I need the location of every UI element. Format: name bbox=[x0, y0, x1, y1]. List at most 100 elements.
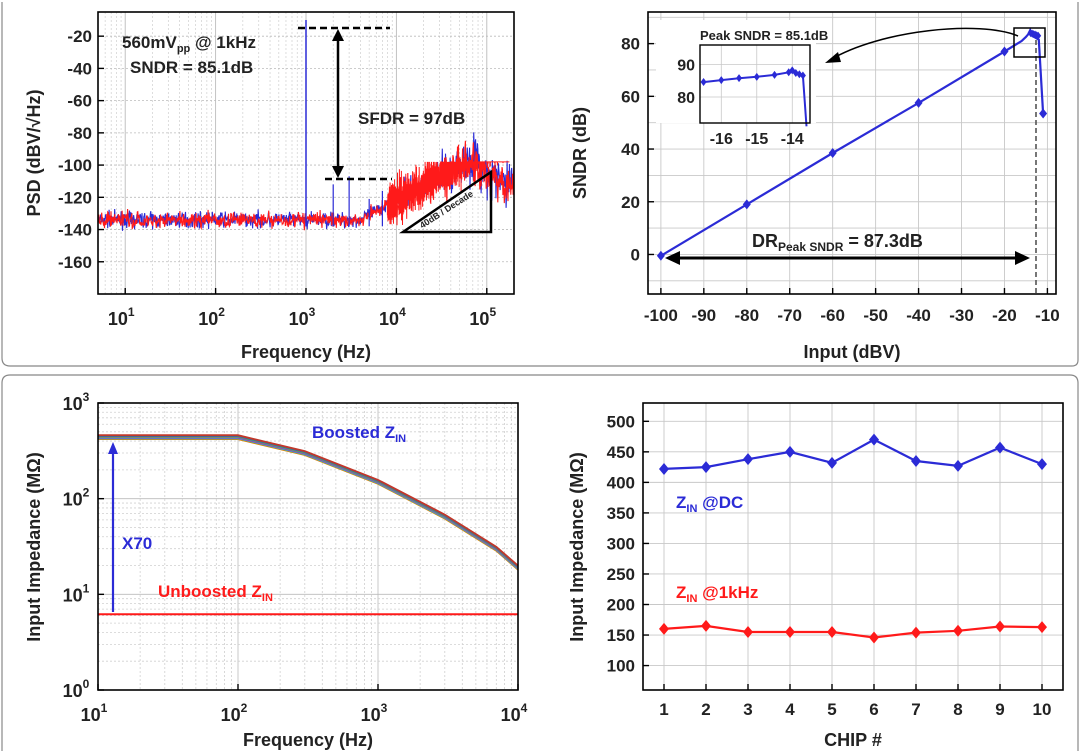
impedance-freq-ytick-label-base: 10 bbox=[63, 585, 83, 605]
impedance-chip-chart: ZIN @DC ZIN @1kHz 1 2 3 4 5 6 7 8 9 10 100 150 200 25… bbox=[567, 402, 1064, 750]
zin-dc-label: ZIN @DC bbox=[676, 493, 743, 515]
impedance-freq-xtick-label-base: 10 bbox=[361, 705, 381, 725]
impedance-chip-ytick-label: 500 bbox=[607, 412, 635, 431]
psd-xtick-label-base: 10 bbox=[379, 309, 399, 329]
psd-ytick-label: -20 bbox=[67, 27, 92, 46]
sndr-data-point bbox=[1039, 108, 1048, 119]
sndr-data-point bbox=[656, 250, 665, 261]
impedance-freq-ytick-label: 102 bbox=[63, 486, 90, 510]
impedance-freq-ytick-label-base: 10 bbox=[63, 394, 83, 414]
zin-dc-point bbox=[743, 453, 753, 466]
psd-xtick-label-exp: 5 bbox=[489, 305, 496, 319]
psd-xlabel: Frequency (Hz) bbox=[241, 342, 371, 362]
sndr-plot-frame bbox=[647, 11, 1057, 295]
psd-slope-triangle bbox=[398, 169, 493, 234]
sndr-inset-point bbox=[700, 78, 707, 87]
zin-dc-point bbox=[659, 462, 669, 475]
impedance-chip-xtick-label: 6 bbox=[869, 700, 878, 719]
zin-dc-point bbox=[911, 455, 921, 468]
sndr-ytick-label: 40 bbox=[621, 140, 640, 159]
sndr-xtick-label: -20 bbox=[992, 306, 1017, 325]
impedance-chip-xtick-label: 8 bbox=[953, 700, 962, 719]
psd-xtick-label-exp: 3 bbox=[309, 305, 316, 319]
zin-1khz-point bbox=[953, 624, 963, 637]
zin-dc-point bbox=[785, 445, 795, 458]
impedance-freq-annotations: X70 Boosted ZIN Unboosted ZIN bbox=[108, 423, 406, 612]
sndr-grid bbox=[648, 12, 1056, 294]
sndr-inset-point bbox=[771, 70, 778, 79]
sndr-xtick-label: -40 bbox=[906, 306, 931, 325]
sndr-xlabel: Input (dBV) bbox=[804, 342, 901, 362]
sndr-xtick-label: -60 bbox=[820, 306, 845, 325]
zin-dc-point bbox=[953, 459, 963, 472]
sndr-data-point bbox=[914, 97, 923, 108]
impedance-chip-xlabel: CHIP # bbox=[824, 730, 882, 750]
psd-xtick-label-base: 10 bbox=[198, 309, 218, 329]
zin-1khz-point bbox=[869, 631, 879, 644]
sndr-data-point bbox=[1035, 31, 1042, 40]
impedance-chip-ytick-label: 100 bbox=[607, 657, 635, 676]
zin-dc-point bbox=[1037, 458, 1047, 471]
impedance-freq-ytick-label-exp: 0 bbox=[83, 677, 90, 691]
sndr-xtick-label: -100 bbox=[644, 306, 678, 325]
impedance-freq-xtick-label: 104 bbox=[501, 701, 528, 725]
psd-xtick-label: 102 bbox=[198, 305, 225, 329]
sndr-inset-xtick-label: -16 bbox=[710, 131, 733, 148]
sndr-inset-xtick-label: -14 bbox=[781, 131, 804, 148]
sndr-inset-point bbox=[799, 71, 806, 80]
zin-1khz-point bbox=[827, 625, 837, 638]
psd-xtick-label-exp: 4 bbox=[399, 305, 406, 319]
psd-ytick-label: -40 bbox=[67, 59, 92, 78]
impedance-freq-ytick-label-exp: 3 bbox=[83, 390, 90, 404]
impedance-chip-ylabel: Input Impedance (MΩ) bbox=[567, 452, 587, 641]
psd-ytick-label: -80 bbox=[67, 124, 92, 143]
zin-1khz-point bbox=[659, 622, 669, 635]
psd-ytick-label: -160 bbox=[58, 253, 92, 272]
zin-dc-point bbox=[869, 433, 879, 446]
zin-dc-point bbox=[995, 441, 1005, 454]
zin-1khz-line bbox=[663, 624, 1043, 639]
sndr-xtick-label: -90 bbox=[692, 306, 717, 325]
impedance-freq-series bbox=[98, 434, 519, 616]
impedance-chip-series bbox=[659, 433, 1047, 644]
sndr-inset-series bbox=[700, 66, 808, 127]
boosted-zin-curve bbox=[98, 434, 519, 567]
psd-ytick-label: -120 bbox=[58, 188, 92, 207]
sndr-inset-ytick-label: 80 bbox=[677, 90, 695, 107]
impedance-freq-ytick-label-base: 10 bbox=[63, 681, 83, 701]
zin-1khz-point bbox=[995, 620, 1005, 633]
sndr-ytick-label: 80 bbox=[621, 35, 640, 54]
impedance-freq-xtick-label-exp: 3 bbox=[381, 701, 388, 715]
psd-sndr-label: SNDR = 85.1dB bbox=[130, 58, 253, 77]
zin-1khz-point bbox=[701, 619, 711, 632]
impedance-chip-ytick-label: 250 bbox=[607, 565, 635, 584]
impedance-chip-xtick-label: 1 bbox=[659, 700, 668, 719]
top-panel-border bbox=[1, 2, 1079, 367]
impedance-freq-plot-area bbox=[98, 403, 518, 690]
impedance-freq-xtick-label: 102 bbox=[221, 701, 248, 725]
sndr-dr-label: DRPeak SNDR = 87.3dB bbox=[752, 231, 923, 254]
impedance-gain-label: X70 bbox=[122, 534, 152, 553]
unboosted-zin-label: Unboosted ZIN bbox=[158, 582, 273, 604]
sndr-dr-arrow-right bbox=[1015, 251, 1030, 265]
impedance-freq-xtick-label-base: 10 bbox=[501, 705, 521, 725]
impedance-freq-xtick-label-base: 10 bbox=[81, 705, 101, 725]
sndr-ylabel: SNDR (dB) bbox=[570, 107, 590, 199]
impedance-freq-xtick-label: 101 bbox=[81, 701, 108, 725]
sndr-data-point bbox=[742, 199, 751, 210]
psd-xtick-label: 103 bbox=[289, 305, 316, 329]
boosted-zin-label: Boosted ZIN bbox=[312, 423, 406, 445]
impedance-chip-xtick-label: 2 bbox=[701, 700, 710, 719]
sndr-ytick-label: 0 bbox=[631, 245, 640, 264]
sndr-annotations: DRPeak SNDR = 87.3dB Peak SNDR = 85.1dB … bbox=[656, 20, 1046, 294]
psd-xtick-label-exp: 2 bbox=[218, 305, 225, 319]
zin-1khz-point bbox=[743, 625, 753, 638]
impedance-chip-xtick-label: 5 bbox=[827, 700, 836, 719]
psd-ytick-label: -100 bbox=[58, 156, 92, 175]
impedance-chip-ytick-label: 350 bbox=[607, 504, 635, 523]
sndr-ytick-label: 20 bbox=[621, 193, 640, 212]
psd-input-label: 560mVpp @ 1kHz bbox=[122, 33, 256, 55]
impedance-chip-ytick-label: 300 bbox=[607, 534, 635, 553]
